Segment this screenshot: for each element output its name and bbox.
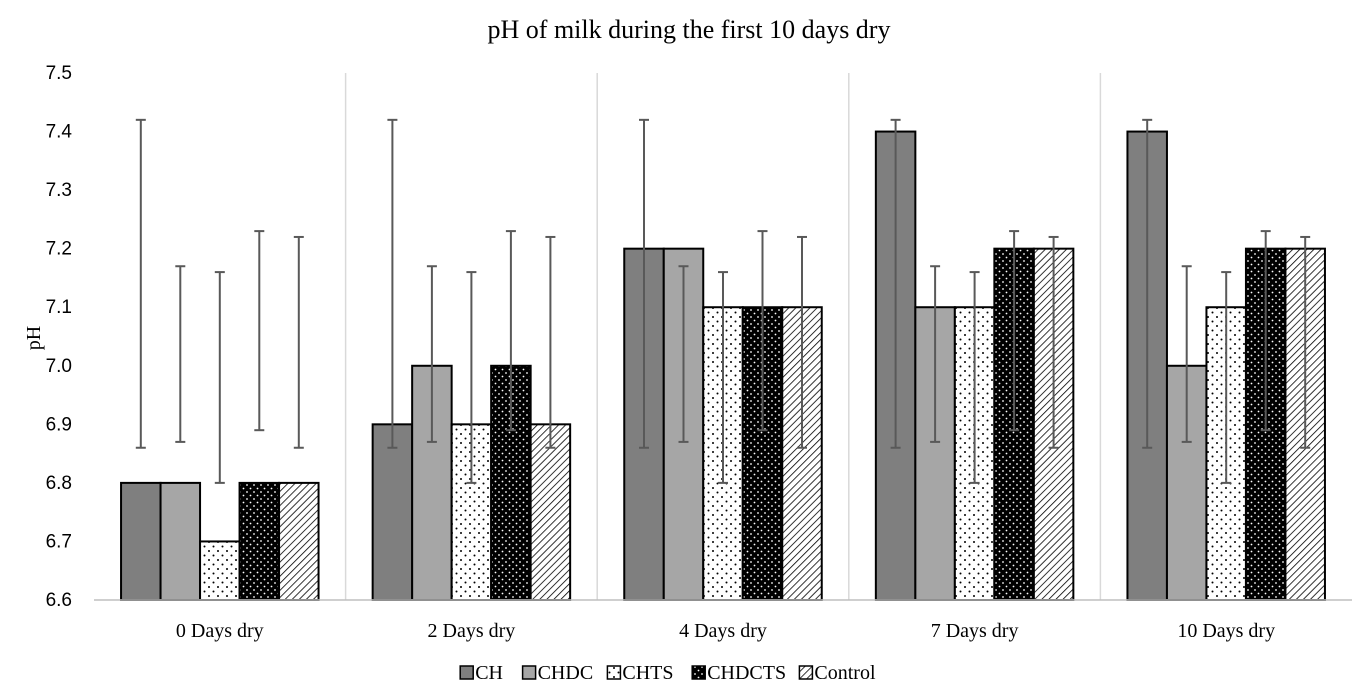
legend-label: CHDCTS bbox=[707, 662, 786, 684]
error-bar-control bbox=[293, 235, 304, 449]
y-tick-label: 7.3 bbox=[46, 180, 72, 201]
x-tick-label: 0 Days dry bbox=[176, 620, 264, 642]
error-bar-control bbox=[545, 235, 556, 449]
error-bar-chdc bbox=[426, 265, 437, 443]
error-bar-chdcts bbox=[1260, 230, 1271, 432]
y-tick-label: 6.7 bbox=[46, 531, 72, 552]
error-bar-chts bbox=[718, 271, 728, 484]
y-tick-label: 6.8 bbox=[46, 473, 72, 494]
bar-chdcts bbox=[238, 481, 281, 601]
error-bar-chdcts bbox=[1009, 230, 1020, 432]
error-bar-chts bbox=[466, 271, 477, 484]
error-bar-chdcts bbox=[505, 230, 516, 432]
error-bar-chts bbox=[214, 271, 225, 484]
error-bar-chdc bbox=[1181, 265, 1192, 443]
legend-swatch bbox=[798, 665, 814, 680]
bar-chts bbox=[199, 540, 241, 602]
error-bar-ch bbox=[387, 118, 398, 449]
y-tick-label: 6.9 bbox=[46, 414, 72, 435]
error-bar-chdcts bbox=[757, 230, 768, 432]
legend-item-chdcts: CHDCTS bbox=[691, 662, 786, 684]
x-tick-label: 2 Days dry bbox=[428, 620, 516, 642]
x-tick-label: 7 Days dry bbox=[931, 620, 1019, 642]
legend-swatch bbox=[521, 665, 537, 680]
error-bar-chts bbox=[969, 271, 980, 484]
error-bar-chdc bbox=[678, 265, 689, 443]
error-bar-chdcts bbox=[254, 230, 265, 432]
error-bar-chdc bbox=[175, 265, 186, 443]
error-bar-control bbox=[1048, 235, 1059, 449]
legend-item-chts: CHTS bbox=[606, 662, 674, 684]
error-bar-ch bbox=[1142, 118, 1153, 449]
legend-label: Control bbox=[814, 662, 876, 684]
y-tick-label: 6.6 bbox=[46, 590, 72, 611]
bar-chdc bbox=[159, 481, 202, 601]
bar-ch bbox=[120, 481, 162, 601]
legend-item-chdc: CHDC bbox=[521, 662, 594, 684]
legend-swatch bbox=[606, 665, 622, 680]
legend-swatch bbox=[459, 665, 474, 680]
y-axis-label: pH bbox=[23, 326, 45, 350]
error-bar-chdc bbox=[930, 265, 941, 443]
error-bar-ch bbox=[135, 118, 146, 449]
legend-label: CHDC bbox=[538, 662, 594, 684]
y-tick-label: 7.5 bbox=[46, 63, 72, 84]
bar-ch bbox=[371, 423, 414, 602]
legend-label: CH bbox=[475, 662, 503, 684]
y-tick-label: 7.0 bbox=[46, 356, 72, 377]
legend-swatch bbox=[691, 665, 706, 680]
bar-control bbox=[278, 481, 320, 601]
error-bar-control bbox=[797, 235, 807, 449]
legend-item-control: Control bbox=[798, 662, 876, 684]
error-bar-ch bbox=[639, 118, 649, 449]
x-tick-label: 4 Days dry bbox=[679, 620, 767, 642]
bar-control bbox=[529, 423, 572, 602]
y-tick-label: 7.4 bbox=[46, 122, 73, 143]
legend-label: CHTS bbox=[622, 662, 673, 684]
error-bar-control bbox=[1300, 235, 1311, 449]
chart-title: pH of milk during the first 10 days dry bbox=[488, 15, 891, 44]
error-bar-chts bbox=[1221, 271, 1232, 484]
error-bar-ch bbox=[890, 118, 901, 449]
plot-area: 6.6 6.7 6.8 6.9 7.0 7.1 7.2 7.3 7.4 7.5 0 Days dry… bbox=[46, 63, 1352, 642]
y-tick-label: 7.1 bbox=[46, 297, 72, 318]
y-tick-label: 7.2 bbox=[46, 239, 72, 260]
legend: CH CHDC CHTS CHDCTS Control bbox=[459, 662, 876, 684]
legend-item-ch: CH bbox=[459, 662, 503, 684]
x-tick-label: 10 Days dry bbox=[1177, 620, 1275, 642]
